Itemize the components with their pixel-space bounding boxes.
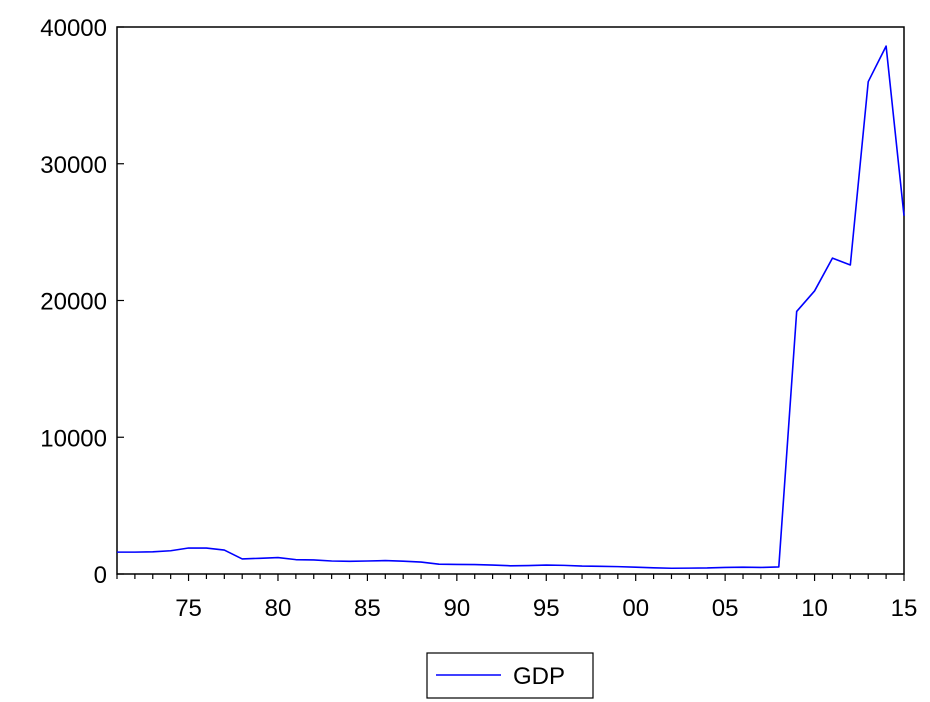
x-tick-label: 90	[443, 595, 470, 622]
y-tick-label: 20000	[40, 289, 107, 316]
y-axis: 0 10000 20000 30000 40000	[40, 15, 124, 589]
y-tick-label: 30000	[40, 152, 107, 179]
plot-frame	[116, 26, 905, 575]
y-tick-label: 0	[94, 562, 107, 589]
x-tick-label: 95	[533, 595, 560, 622]
x-tick-label: 75	[175, 595, 202, 622]
x-tick-label: 80	[265, 595, 292, 622]
legend: GDP	[426, 652, 594, 699]
x-tick-label: 10	[801, 595, 828, 622]
x-tick-label: 85	[354, 595, 381, 622]
series-line-gdp	[117, 45, 905, 570]
x-tick-label: 00	[622, 595, 649, 622]
y-tick-label: 10000	[40, 425, 107, 452]
legend-label-gdp: GDP	[513, 663, 565, 690]
y-tick-label: 40000	[40, 15, 107, 42]
x-tick-label: 05	[712, 595, 739, 622]
x-axis: 75 80 85 90 95 00 05 10 15	[116, 574, 918, 622]
series-layer	[117, 45, 905, 570]
x-tick-label: 15	[891, 595, 918, 622]
